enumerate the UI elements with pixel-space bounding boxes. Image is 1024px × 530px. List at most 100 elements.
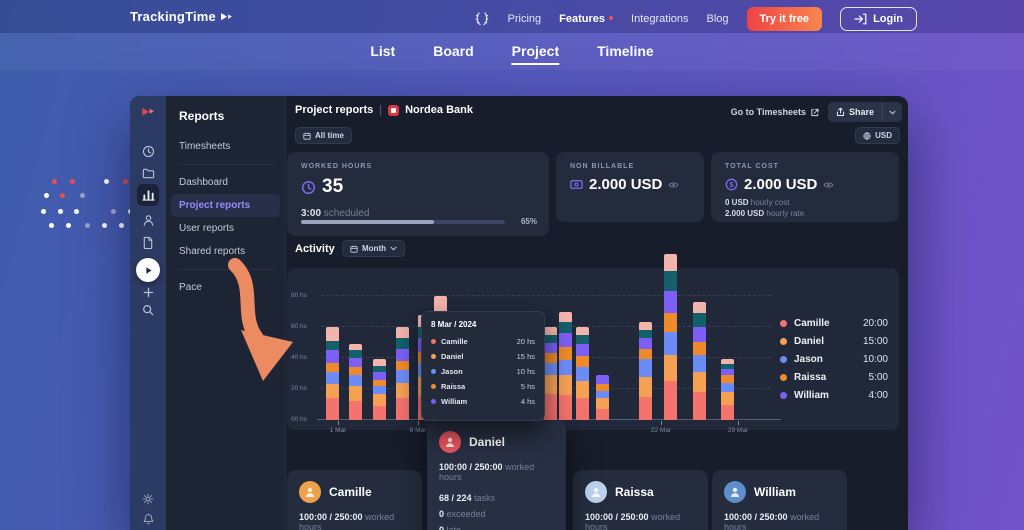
sidebar-item-shared-reports[interactable]: Shared reports [179, 246, 246, 257]
chevron-down-icon [390, 246, 397, 251]
go-to-timesheets-link[interactable]: Go to Timesheets [731, 107, 819, 117]
reports-bar-chart-icon[interactable] [137, 184, 159, 206]
notifications-bell-icon[interactable] [137, 508, 159, 530]
sidebar-item-user-reports[interactable]: User reports [179, 223, 235, 234]
decorative-dots-red [52, 179, 57, 184]
x-tick-label: 29 Mar [727, 427, 749, 434]
bar-segment-william [326, 350, 339, 363]
view-tab-project[interactable]: Project [511, 43, 560, 65]
chevron-down-icon [889, 110, 896, 115]
tooltip-date: 8 Mar / 2024 [431, 320, 477, 329]
sidebar-item-pace[interactable]: Pace [179, 282, 202, 293]
chart-bar-12[interactable] [559, 311, 572, 420]
chart-bar-14[interactable] [596, 375, 609, 420]
chart-bar-11[interactable] [544, 326, 557, 420]
users-icon[interactable] [137, 209, 159, 231]
avatar-camille [299, 481, 321, 503]
bar-segment-jason [373, 385, 386, 394]
bar-segment-william [596, 375, 609, 385]
sidebar-item-project-reports[interactable]: Project reports [171, 194, 280, 217]
legend-value: 20:00 [862, 318, 888, 329]
decorative-arrow [228, 258, 293, 381]
legend-dot-william [780, 392, 787, 399]
date-range-label: All time [315, 131, 344, 140]
share-menu-caret[interactable] [883, 102, 902, 122]
tooltip-name: Camille [441, 337, 468, 346]
brand-logo[interactable]: TrackingTime [130, 9, 233, 24]
document-icon[interactable] [137, 231, 159, 253]
chart-bar-18[interactable] [721, 359, 734, 420]
chart-bar-1[interactable] [326, 326, 339, 420]
avatar-raissa [585, 481, 607, 503]
bar-segment-unlabeled-1 [693, 312, 706, 327]
bar-segment-unlabeled-2 [373, 359, 386, 366]
currency-selector[interactable]: USD [855, 127, 900, 144]
view-tabs: List Board Project Timeline [370, 43, 654, 65]
tooltip-row-camille: Camille 20 hs [431, 337, 535, 346]
bar-segment-raissa [596, 384, 609, 391]
progress-percent: 65% [520, 217, 537, 226]
login-button[interactable]: Login [840, 7, 917, 31]
share-button[interactable]: Share [827, 102, 902, 122]
laurel-icon[interactable] [474, 11, 490, 27]
non-billable-card: NON BILLABLE 2.000 USD [556, 152, 704, 222]
user-card-daniel[interactable]: Daniel 100:00 / 250:00 worked hours 68 / 2… [427, 420, 566, 530]
chart-bar-3[interactable] [373, 359, 386, 420]
nav-link-integrations[interactable]: Integrations [631, 13, 689, 25]
brand-flag-icon [220, 12, 232, 20]
user-stat-late: 0 late [439, 525, 462, 530]
bar-segment-unlabeled-2 [639, 322, 652, 331]
page-title: Project reports [295, 104, 374, 116]
bar-segment-camille [576, 398, 589, 420]
nav-link-blog[interactable]: Blog [706, 13, 729, 25]
bar-segment-daniel [396, 382, 409, 399]
bar-segment-daniel [639, 376, 652, 397]
coin-dollar-icon: $ [725, 178, 738, 191]
app-logo-icon[interactable] [137, 101, 159, 123]
hourly-rate-label: hourly rate [766, 209, 805, 218]
bar-segment-raissa [576, 356, 589, 368]
activity-period-dropdown[interactable]: Month [342, 240, 405, 257]
bar-segment-william [349, 358, 362, 368]
add-icon[interactable] [137, 281, 159, 303]
chart-bar-15[interactable] [639, 322, 652, 420]
chart-bar-17[interactable] [693, 302, 706, 420]
bar-segment-raissa [396, 361, 409, 371]
legend-dot-daniel [780, 338, 787, 345]
eye-icon[interactable] [823, 181, 834, 189]
go-to-timesheets-label: Go to Timesheets [730, 107, 806, 117]
chart-bar-2[interactable] [349, 344, 362, 420]
try-it-free-button[interactable]: Try it free [746, 7, 823, 31]
eye-icon[interactable] [668, 181, 679, 189]
icon-rail [130, 96, 166, 530]
bar-segment-unlabeled-2 [544, 326, 557, 335]
chart-bar-13[interactable] [576, 326, 589, 420]
bar-segment-jason [576, 367, 589, 382]
settings-gear-icon[interactable] [137, 488, 159, 510]
sidebar-item-dashboard[interactable]: Dashboard [179, 177, 228, 188]
reports-sidebar: Reports Timesheets Dashboard Project repor… [166, 96, 286, 530]
tooltip-name: William [441, 397, 468, 406]
view-tab-timeline[interactable]: Timeline [597, 43, 654, 59]
bar-segment-unlabeled-1 [576, 334, 589, 345]
view-tab-list[interactable]: List [370, 43, 396, 59]
nav-link-pricing[interactable]: Pricing [507, 13, 542, 25]
tooltip-row-jason: Jason 10 hs [431, 367, 535, 376]
sidebar-item-timesheets[interactable]: Timesheets [179, 141, 231, 152]
bar-segment-camille [559, 395, 572, 420]
nav-link-features[interactable]: Features [559, 13, 614, 25]
chart-bar-16[interactable] [664, 253, 677, 420]
view-tab-board[interactable]: Board [433, 43, 474, 59]
date-range-filter[interactable]: All time [295, 127, 352, 144]
chart-bar-4[interactable] [396, 327, 409, 420]
bar-segment-daniel [664, 354, 677, 382]
search-icon[interactable] [137, 299, 159, 321]
start-timer-button[interactable] [136, 258, 160, 282]
clock-nav-icon[interactable] [137, 140, 159, 162]
tooltip-dot-william [431, 399, 436, 404]
x-tick-label: 22 Mar [650, 427, 672, 434]
projects-folder-icon[interactable] [137, 162, 159, 184]
